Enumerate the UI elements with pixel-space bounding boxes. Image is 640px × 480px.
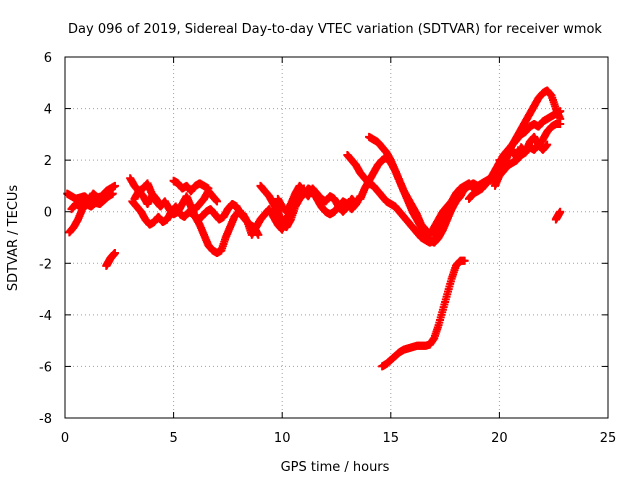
data-point bbox=[556, 107, 565, 116]
y-tick-label: -4 bbox=[39, 309, 52, 324]
grid-lines bbox=[65, 57, 608, 418]
y-tick-label: 0 bbox=[44, 206, 52, 221]
data-point bbox=[556, 207, 565, 216]
data-point bbox=[543, 140, 552, 149]
x-tick-label: 10 bbox=[274, 431, 291, 446]
x-tick-label: 20 bbox=[491, 431, 508, 446]
data-point bbox=[204, 184, 213, 193]
data-point bbox=[156, 202, 165, 211]
y-axis-label: SDTVAR / TECUs bbox=[6, 185, 21, 292]
x-tick-label: 15 bbox=[383, 431, 400, 446]
y-tick-label: 6 bbox=[44, 51, 52, 66]
y-tick-label: -8 bbox=[39, 412, 52, 427]
y-tick-label: 2 bbox=[44, 154, 52, 169]
x-tick-label: 0 bbox=[61, 431, 69, 446]
data-point bbox=[460, 256, 469, 265]
chart-title: Day 096 of 2019, Sidereal Day-to-day VTE… bbox=[68, 22, 602, 37]
data-point bbox=[556, 120, 565, 129]
data-point bbox=[451, 194, 460, 203]
x-tick-label: 5 bbox=[169, 431, 177, 446]
data-point bbox=[110, 181, 119, 190]
x-tick-label: 25 bbox=[600, 431, 617, 446]
data-point bbox=[352, 199, 361, 208]
data-point bbox=[89, 194, 98, 203]
y-tick-label: -6 bbox=[39, 360, 52, 375]
plot-frame bbox=[64, 56, 609, 419]
y-tick-label: 4 bbox=[44, 103, 52, 118]
y-tick-label: -2 bbox=[39, 257, 52, 272]
data-markers bbox=[63, 86, 565, 371]
data-point bbox=[108, 189, 117, 198]
x-axis-label: GPS time / hours bbox=[281, 460, 390, 475]
data-point bbox=[110, 248, 119, 257]
data-point bbox=[213, 197, 222, 206]
